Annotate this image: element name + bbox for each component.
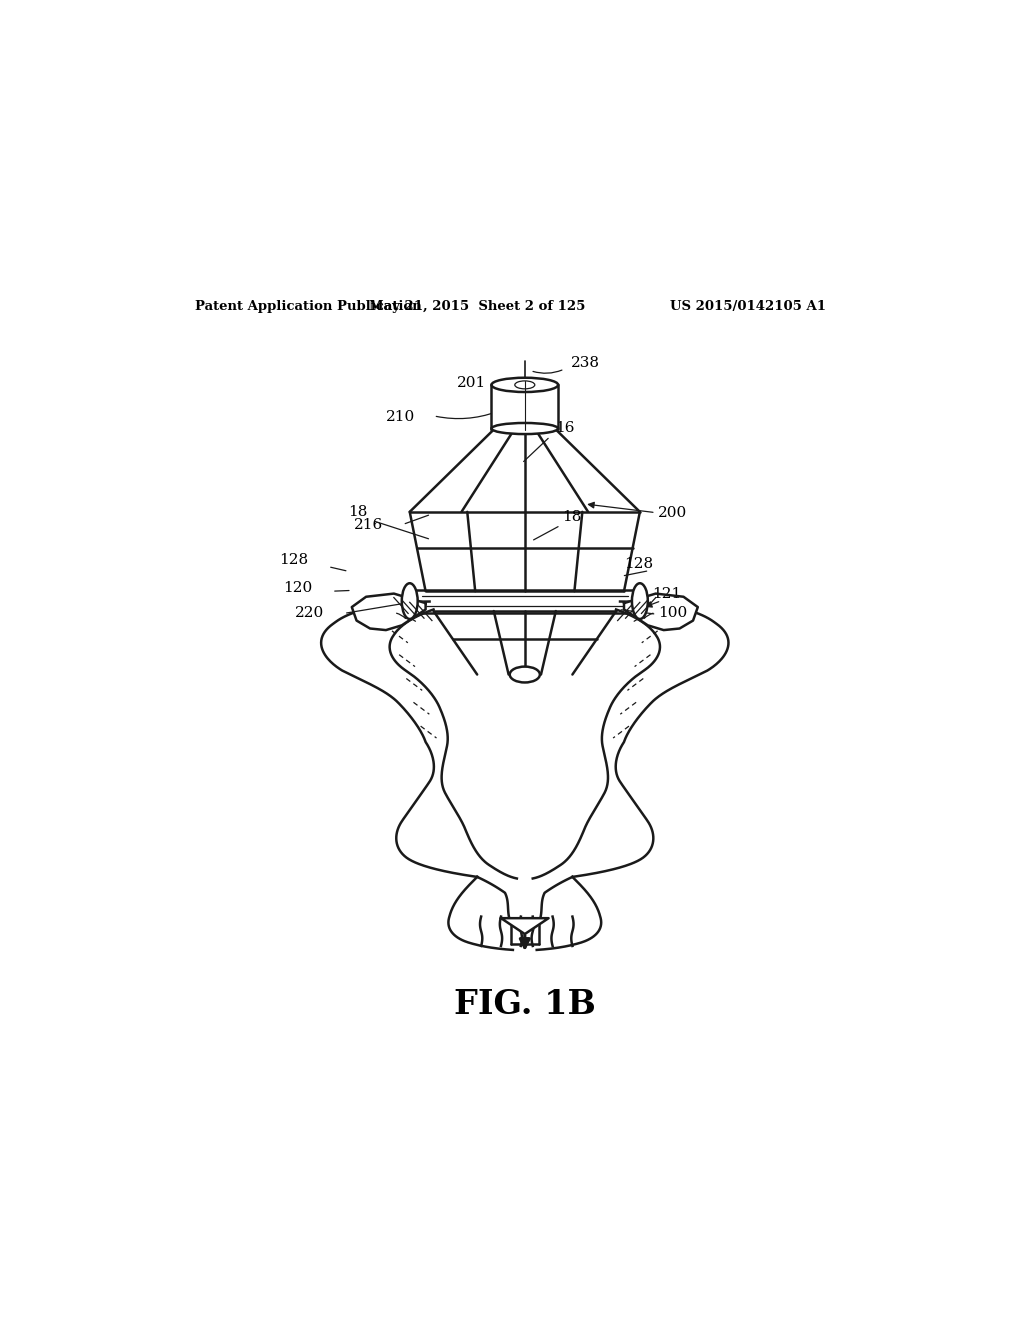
Ellipse shape [401, 583, 418, 619]
Text: 238: 238 [570, 356, 600, 371]
Polygon shape [352, 594, 426, 630]
Text: 16: 16 [555, 421, 574, 436]
Ellipse shape [492, 422, 558, 434]
Text: 200: 200 [658, 507, 687, 520]
Text: 18: 18 [348, 504, 368, 519]
Text: 128: 128 [624, 557, 653, 572]
Text: 18: 18 [562, 511, 582, 524]
FancyBboxPatch shape [492, 385, 558, 429]
Polygon shape [624, 594, 697, 630]
Text: May 21, 2015  Sheet 2 of 125: May 21, 2015 Sheet 2 of 125 [369, 300, 586, 313]
Text: 220: 220 [295, 606, 324, 619]
Ellipse shape [510, 667, 540, 682]
Text: 210: 210 [386, 409, 415, 424]
Ellipse shape [492, 378, 558, 392]
Text: 121: 121 [652, 586, 681, 601]
Text: 120: 120 [283, 581, 312, 595]
Text: Patent Application Publication: Patent Application Publication [196, 300, 422, 313]
Text: US 2015/0142105 A1: US 2015/0142105 A1 [671, 300, 826, 313]
Text: 201: 201 [458, 376, 486, 391]
Text: 128: 128 [279, 553, 308, 568]
Text: 216: 216 [354, 519, 383, 532]
Ellipse shape [515, 381, 535, 389]
Ellipse shape [632, 583, 648, 619]
Polygon shape [501, 919, 549, 935]
Text: 100: 100 [658, 606, 687, 620]
Text: FIG. 1B: FIG. 1B [454, 987, 596, 1020]
